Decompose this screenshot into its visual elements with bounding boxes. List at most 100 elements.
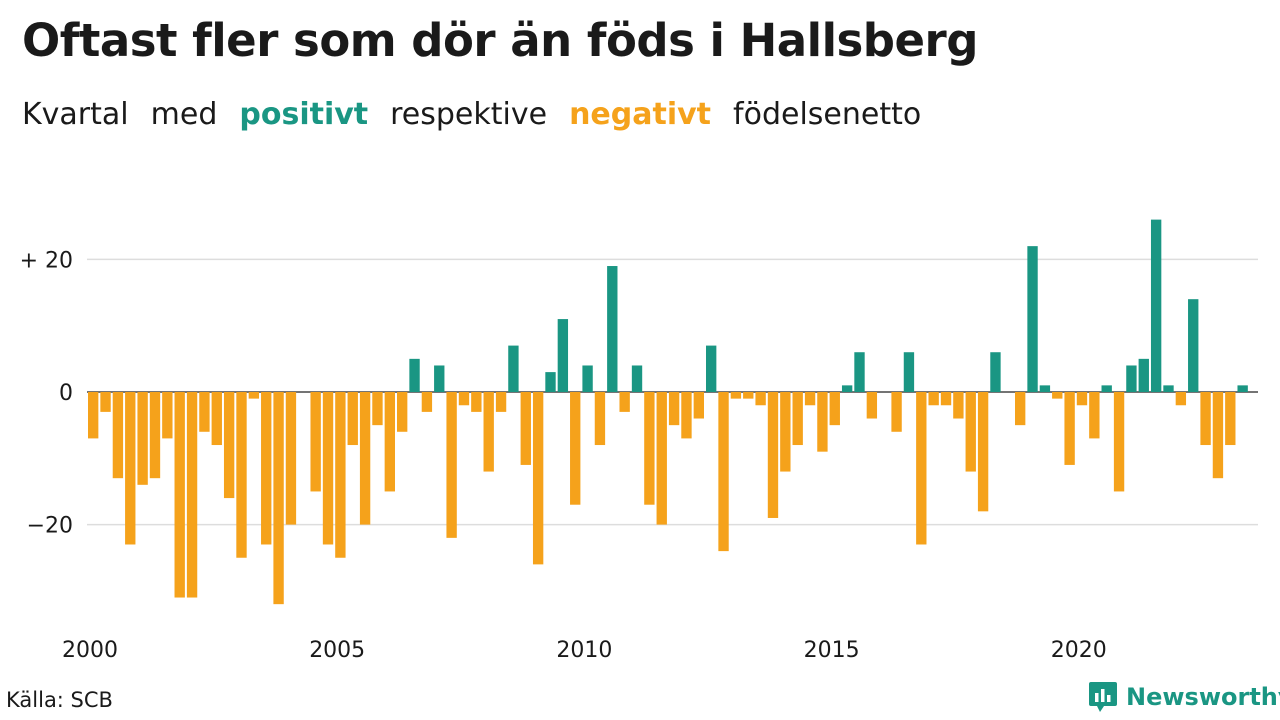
bar (384, 392, 395, 492)
bar (409, 358, 420, 392)
x-tick-label: 2020 (1051, 638, 1107, 663)
bar (607, 266, 618, 392)
bar (520, 392, 531, 465)
chart-title: Oftast fler som dör än föds i Hallsberg (22, 14, 978, 67)
subtitle-word: födelsenetto (733, 97, 922, 132)
bar (434, 365, 445, 392)
bar (965, 392, 976, 472)
newsworthy-logo-icon (1089, 682, 1117, 712)
bar (446, 392, 457, 538)
bar (681, 392, 692, 439)
bar (693, 392, 704, 419)
bar (1175, 392, 1187, 406)
bar (1237, 385, 1248, 392)
bar (186, 392, 198, 598)
bar (211, 392, 222, 446)
bar (730, 392, 742, 399)
bar (656, 392, 667, 525)
subtitle-word: Kvartal (22, 97, 129, 132)
bar (199, 392, 210, 432)
bar (1076, 392, 1088, 406)
bar (804, 392, 816, 406)
bar (261, 392, 272, 545)
x-axis-tick-labels: 2000 2005 2010 2015 2020 (62, 638, 1107, 663)
bar (347, 392, 358, 446)
bar (718, 392, 729, 552)
bar (841, 385, 853, 392)
bar (644, 392, 655, 505)
y-tick-label: 0 (59, 381, 73, 406)
bar (631, 365, 643, 392)
bar (866, 392, 878, 419)
brand-name: Newsworthy (1126, 683, 1280, 711)
bar (1138, 358, 1149, 392)
bar (891, 392, 902, 432)
bar (1089, 392, 1100, 439)
bar (619, 392, 630, 412)
bar (397, 392, 408, 432)
bar (1039, 385, 1051, 392)
bar (570, 392, 581, 505)
subtitle-word: med (150, 97, 218, 132)
bar (335, 392, 346, 558)
bar (1052, 392, 1063, 399)
bar (1200, 392, 1211, 446)
bar (1225, 392, 1236, 446)
bar (162, 392, 173, 439)
bar (1101, 385, 1112, 392)
subtitle-positive-word: positivt (239, 97, 369, 132)
brand-logo: Newsworthy (1088, 680, 1280, 714)
x-tick-label: 2015 (804, 638, 860, 663)
bar (545, 372, 556, 392)
bar (88, 392, 99, 439)
bar (1126, 365, 1137, 392)
bar (1163, 385, 1174, 392)
bar (953, 392, 964, 419)
bar (112, 392, 124, 479)
bar (100, 392, 111, 412)
bar (421, 392, 433, 412)
chart-subtitle: Kvartal med positivt respektive negativt föde… (22, 97, 943, 132)
bar (359, 392, 371, 525)
bar (743, 392, 754, 399)
bar (310, 392, 321, 492)
bar (928, 392, 939, 406)
subtitle-word: respektive (390, 97, 548, 132)
bar (285, 392, 297, 525)
subtitle-negative-word: negativt (569, 97, 712, 132)
bar (248, 392, 260, 399)
bar (594, 392, 606, 446)
source-label: Källa: SCB (6, 688, 113, 712)
bar (137, 392, 148, 485)
bar (940, 392, 952, 406)
bar (1150, 219, 1162, 392)
bar (458, 392, 470, 406)
bar (236, 392, 247, 558)
bar (322, 392, 334, 545)
bar (149, 392, 161, 479)
bar (854, 352, 865, 392)
bar (817, 392, 828, 452)
bar (755, 392, 766, 406)
bar (916, 392, 927, 545)
bar (780, 392, 791, 472)
bar (532, 392, 544, 565)
bar (372, 392, 383, 426)
bar (792, 392, 803, 446)
bar (1113, 392, 1125, 492)
bar (508, 345, 519, 392)
bar (273, 392, 284, 605)
bar (668, 392, 680, 426)
bar (1188, 299, 1199, 392)
bar (582, 365, 593, 392)
x-tick-label: 2000 (62, 638, 118, 663)
bar (1212, 392, 1224, 479)
bar (706, 345, 717, 392)
bar (125, 392, 136, 545)
bar (977, 392, 989, 512)
bar (223, 392, 235, 499)
x-tick-label: 2005 (309, 638, 365, 663)
y-tick-label: −20 (27, 514, 73, 539)
bar (471, 392, 482, 412)
